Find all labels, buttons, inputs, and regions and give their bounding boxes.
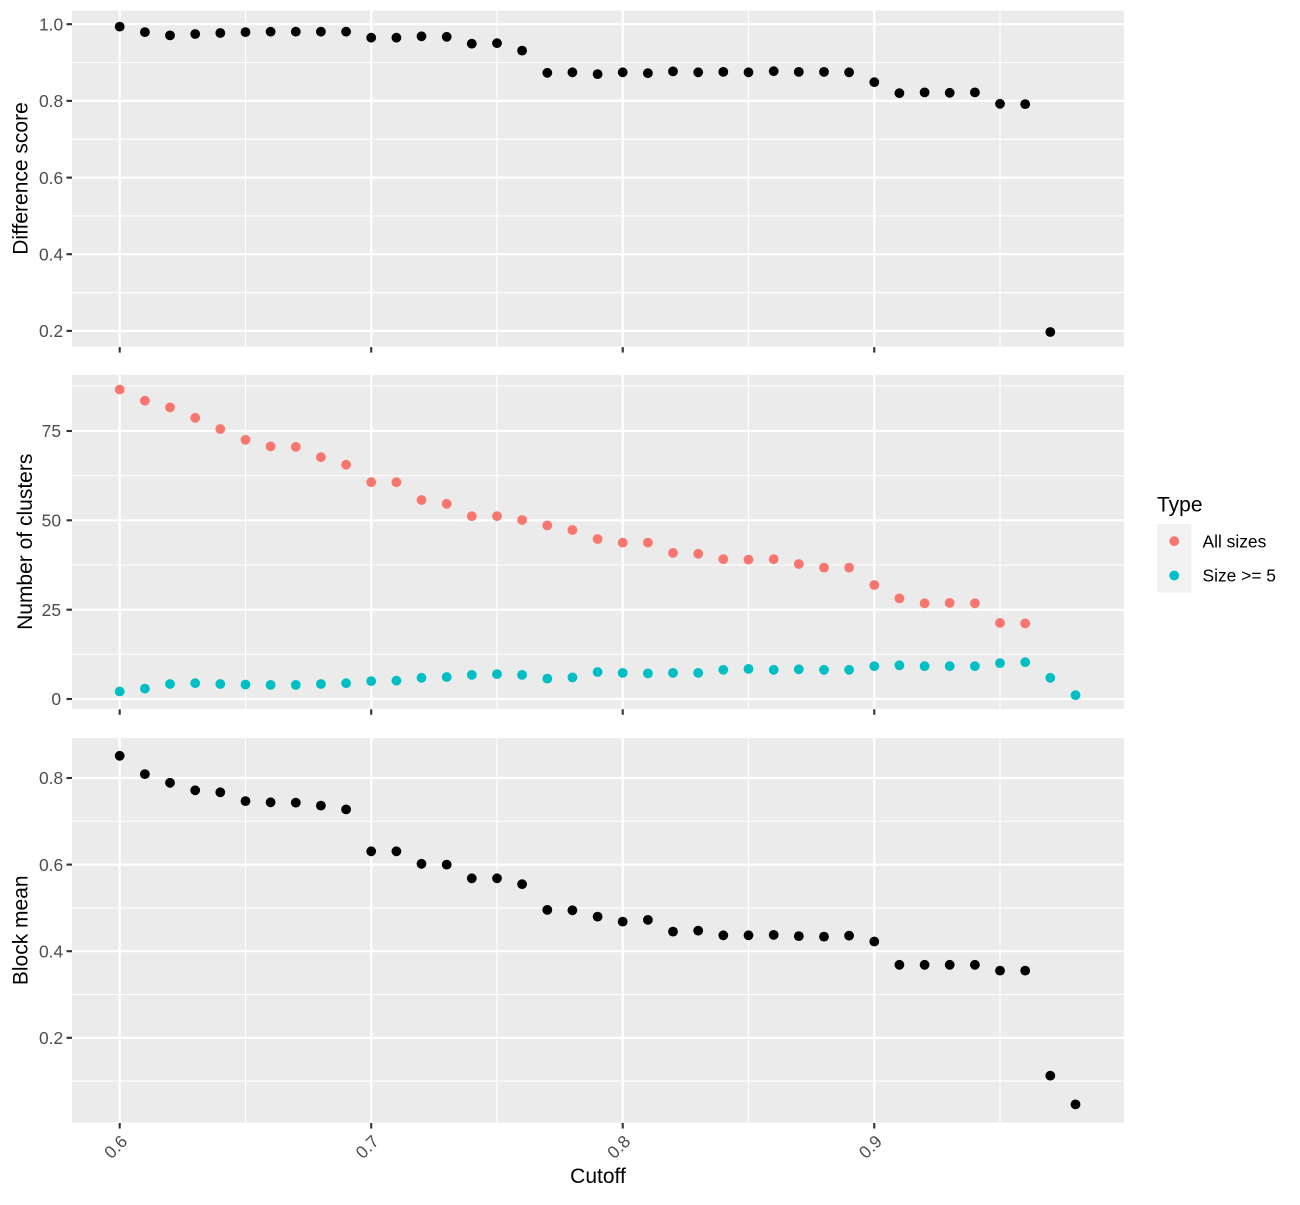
svg-text:0.8: 0.8 [39,768,63,788]
svg-text:0.6: 0.6 [39,855,63,875]
svg-text:0.6: 0.6 [39,168,63,188]
svg-text:Number of clusters: Number of clusters [14,454,37,630]
svg-text:0.8: 0.8 [39,91,63,111]
svg-text:50: 50 [42,511,61,531]
svg-text:Block mean: Block mean [9,875,32,985]
svg-text:0.2: 0.2 [39,1028,63,1048]
svg-text:Type: Type [1157,494,1203,517]
svg-text:75: 75 [42,421,61,441]
svg-text:0.4: 0.4 [39,941,64,961]
svg-text:0.4: 0.4 [39,244,64,264]
svg-text:0.2: 0.2 [39,321,63,341]
svg-text:25: 25 [42,600,61,620]
svg-text:Size >= 5: Size >= 5 [1203,566,1276,586]
svg-text:Cutoff: Cutoff [570,1165,626,1188]
svg-text:All sizes: All sizes [1203,531,1267,551]
svg-text:0: 0 [51,689,61,709]
svg-text:Difference score: Difference score [9,102,32,255]
svg-text:1.0: 1.0 [39,14,63,34]
